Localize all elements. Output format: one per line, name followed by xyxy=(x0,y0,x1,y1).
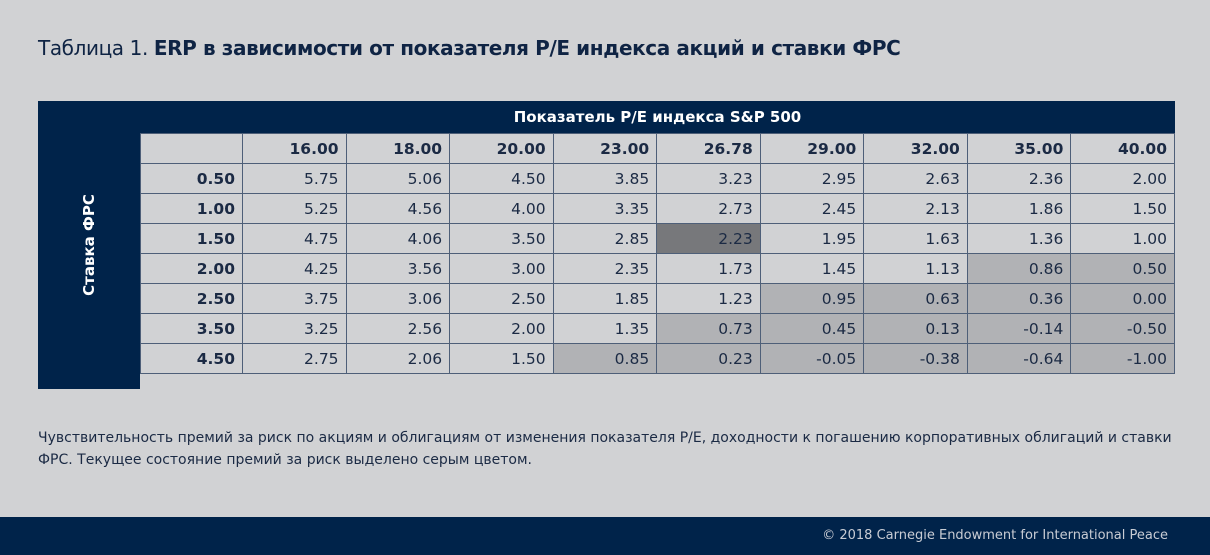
table-cell: 2.75 xyxy=(242,343,347,374)
table-cell: 0.23 xyxy=(656,343,761,374)
column-header: 35.00 xyxy=(966,133,1072,164)
table-cell: 4.50 xyxy=(449,163,554,194)
column-header: 20.00 xyxy=(449,133,554,164)
table-cell: 1.00 xyxy=(1070,223,1175,254)
column-group-header: Показатель P/E индекса S&P 500 xyxy=(140,101,1175,133)
column-header-row: 16.00 18.00 20.00 23.00 26.78 29.00 32.00 35.00… xyxy=(140,133,1175,164)
table-cell: 0.86 xyxy=(966,253,1072,284)
page-title: Таблица 1. ERP в зависимости от показате… xyxy=(38,36,901,60)
table-cell: -0.50 xyxy=(1070,313,1175,344)
column-header: 26.78 xyxy=(656,133,761,164)
table-cell: 1.50 xyxy=(1070,193,1175,224)
table-cell: -0.14 xyxy=(966,313,1072,344)
table-cell: 2.00 xyxy=(449,313,554,344)
row-header: 1.00 xyxy=(140,193,243,224)
table-cell: 0.50 xyxy=(1070,253,1175,284)
row-header: 1.50 xyxy=(140,223,243,254)
table-cell: 0.36 xyxy=(966,283,1072,314)
column-header: 23.00 xyxy=(552,133,658,164)
table-cell: 1.95 xyxy=(759,223,865,254)
table-cell: 0.63 xyxy=(863,283,968,314)
table-cell: 3.56 xyxy=(345,253,451,284)
table-cell: 2.95 xyxy=(759,163,865,194)
table-cell: 3.00 xyxy=(449,253,554,284)
table-cell: -0.38 xyxy=(863,343,968,374)
table-cell: 5.06 xyxy=(345,163,451,194)
table-row: 4.50 2.75 2.06 1.50 0.85 0.23 -0.05 -0.38 -0.64-… xyxy=(140,343,1175,374)
table-cell: 4.75 xyxy=(242,223,347,254)
table-note: Чувствительность премий за риск по акция… xyxy=(38,430,1172,468)
table-cell: -0.64 xyxy=(966,343,1072,374)
table-cell: 0.00 xyxy=(1070,283,1175,314)
table-cell: 2.00 xyxy=(1070,163,1175,194)
column-header: 18.00 xyxy=(345,133,451,164)
table-cell: 1.35 xyxy=(552,313,658,344)
row-header: 4.50 xyxy=(140,343,243,374)
title-main: ERP в зависимости от показателя P/E инде… xyxy=(153,36,901,60)
table-row: 0.50 5.75 5.06 4.50 3.85 3.23 2.95 2.63 2.36 2.00 xyxy=(140,163,1175,194)
erp-table: Ставка ФРС Показатель P/E индекса S&P 50… xyxy=(38,101,1175,389)
table-row: 1.00 5.25 4.56 4.00 3.35 2.73 2.45 2.13 1.86 1.50 xyxy=(140,193,1175,224)
table-cell: 2.63 xyxy=(863,163,968,194)
table-cell: 5.75 xyxy=(242,163,347,194)
row-header: 3.50 xyxy=(140,313,243,344)
table-cell: 3.75 xyxy=(242,283,347,314)
table-cell: 2.13 xyxy=(863,193,968,224)
table-cell: -1.00 xyxy=(1070,343,1175,374)
data-grid: 16.00 18.00 20.00 23.00 26.78 29.00 32.00 35.00… xyxy=(140,133,1175,374)
table-cell: 1.85 xyxy=(552,283,658,314)
table-cell: 3.06 xyxy=(345,283,451,314)
table-cell: 4.56 xyxy=(345,193,451,224)
row-group-header: Ставка ФРС xyxy=(38,101,140,389)
table-cell: 2.56 xyxy=(345,313,451,344)
table-row: 2.50 3.75 3.06 2.50 1.85 1.23 0.95 0.63 0.36 0.00 xyxy=(140,283,1175,314)
footer: © 2018 Carnegie Endowment for Internatio… xyxy=(0,517,1210,555)
table-cell: 3.85 xyxy=(552,163,658,194)
table-cell: 2.45 xyxy=(759,193,865,224)
table-row: 3.50 3.25 2.56 2.00 1.35 0.73 0.45 0.13 -0.14 -0.… xyxy=(140,313,1175,344)
table-cell: 2.85 xyxy=(552,223,658,254)
table-cell: 1.86 xyxy=(966,193,1072,224)
table-cell: 1.13 xyxy=(863,253,968,284)
row-header: 2.50 xyxy=(140,283,243,314)
corner-cell xyxy=(140,133,243,164)
table-cell: 1.36 xyxy=(966,223,1072,254)
table-cell: 2.23 xyxy=(656,223,761,254)
table-cell: 0.85 xyxy=(552,343,658,374)
table-cell: 1.63 xyxy=(863,223,968,254)
table-cell: 4.00 xyxy=(449,193,554,224)
table-cell: 2.73 xyxy=(656,193,761,224)
table-cell: 5.25 xyxy=(242,193,347,224)
table-cell: 2.36 xyxy=(966,163,1072,194)
column-header: 40.00 xyxy=(1070,133,1175,164)
table-cell: 3.25 xyxy=(242,313,347,344)
table-cell: 3.50 xyxy=(449,223,554,254)
table-row: 1.50 4.75 4.06 3.50 2.85 2.23 1.95 1.63 1.36 1.00 xyxy=(140,223,1175,254)
table-cell: 0.13 xyxy=(863,313,968,344)
table-cell: 2.35 xyxy=(552,253,658,284)
table-cell: 1.45 xyxy=(759,253,865,284)
table-cell: 2.50 xyxy=(449,283,554,314)
table-cell: 2.06 xyxy=(345,343,451,374)
table-cell: 1.50 xyxy=(449,343,554,374)
column-header: 32.00 xyxy=(863,133,968,164)
table-cell: -0.05 xyxy=(759,343,865,374)
row-header: 0.50 xyxy=(140,163,243,194)
column-header: 29.00 xyxy=(759,133,865,164)
table-cell: 1.73 xyxy=(656,253,761,284)
table-cell: 0.45 xyxy=(759,313,865,344)
copyright: © 2018 Carnegie Endowment for Internatio… xyxy=(822,528,1168,543)
table-cell: 0.95 xyxy=(759,283,865,314)
row-header: 2.00 xyxy=(140,253,243,284)
table-cell: 1.23 xyxy=(656,283,761,314)
table-cell: 3.35 xyxy=(552,193,658,224)
table-cell: 0.73 xyxy=(656,313,761,344)
table-cell: 4.25 xyxy=(242,253,347,284)
table-cell: 4.06 xyxy=(345,223,451,254)
table-cell: 3.23 xyxy=(656,163,761,194)
table-row: 2.00 4.25 3.56 3.00 2.35 1.73 1.45 1.13 0.86 0.50 xyxy=(140,253,1175,284)
column-header: 16.00 xyxy=(242,133,347,164)
